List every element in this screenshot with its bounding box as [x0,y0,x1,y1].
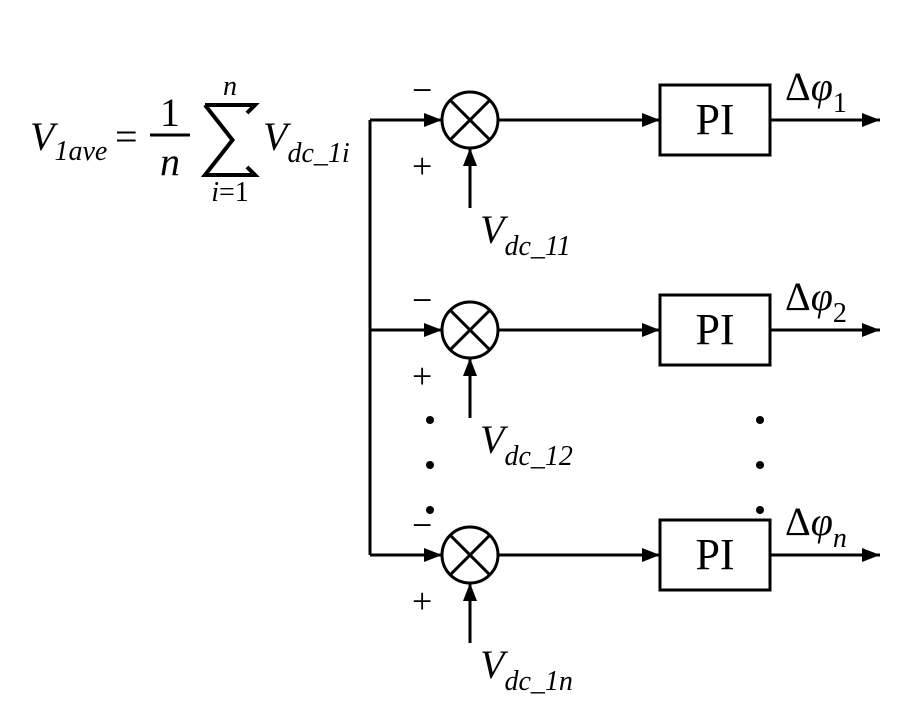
equation-lhs: V1ave [30,114,107,167]
vdots-left [426,506,434,514]
sigma-bottom: i=1 [211,177,249,208]
vdc-label-2: Vdc_12 [480,417,573,472]
equation-equals: = [115,114,138,159]
equation-rhs: Vdc_1i [263,114,350,169]
frac-num: 1 [160,90,180,135]
vdots-left [426,416,434,424]
sigma-symbol [205,105,255,175]
minus-sign-2: − [412,280,432,320]
minus-sign-1: − [412,70,432,110]
plus-sign-1: + [412,146,432,186]
pi-label-1: PI [695,95,734,144]
vdc-label-1: Vdc_11 [480,207,571,262]
vdots-right [756,506,764,514]
output-label-2: Δφ2 [785,274,847,329]
plus-sign-3: + [412,581,432,621]
frac-den: n [160,139,180,184]
output-label-3: Δφn [785,499,847,554]
vdots-right [756,416,764,424]
plus-sign-2: + [412,356,432,396]
pi-label-3: PI [695,530,734,579]
sigma-top: n [223,71,237,102]
vdc-label-3: Vdc_1n [480,642,573,697]
vdots-right [756,461,764,469]
output-label-1: Δφ1 [785,64,847,119]
vdots-left [426,461,434,469]
pi-label-2: PI [695,305,734,354]
